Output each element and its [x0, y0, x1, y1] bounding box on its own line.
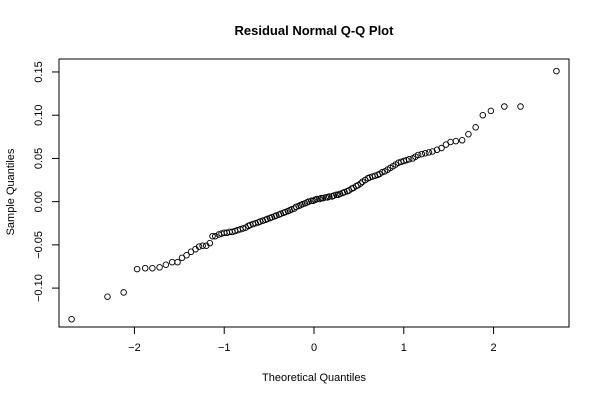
qq-point: [371, 172, 379, 179]
x-tick-label: 2: [491, 342, 497, 354]
qq-point: [120, 289, 127, 296]
qq-point: [317, 194, 325, 202]
qq-point: [405, 156, 413, 163]
qq-point: [414, 151, 422, 159]
qq-point: [517, 103, 524, 110]
qq-point: [341, 188, 348, 196]
qq-point: [299, 200, 306, 208]
qq-point: [403, 156, 410, 164]
x-tick-label: 1: [401, 342, 407, 354]
qq-point: [209, 232, 216, 240]
y-tick-label: −0.10: [33, 274, 45, 302]
x-axis: −2 −1 0 1 2: [128, 326, 497, 354]
qq-point: [206, 239, 214, 247]
qq-point: [447, 138, 454, 146]
qq-point: [264, 215, 271, 223]
qq-point: [425, 149, 433, 156]
qq-point: [259, 217, 267, 224]
qq-point: [438, 144, 445, 152]
qq-point: [282, 208, 289, 216]
qq-point: [313, 195, 320, 203]
qq-point: [479, 111, 487, 119]
qq-point: [458, 137, 466, 144]
qq-point: [292, 203, 300, 211]
qq-point: [273, 212, 280, 219]
qq-point: [239, 225, 247, 232]
qq-point: [326, 193, 333, 200]
qq-point: [378, 169, 386, 176]
qq-point: [252, 220, 259, 227]
qq-point: [133, 265, 141, 273]
y-tick-label: 0.00: [33, 191, 45, 212]
qq-point: [68, 315, 75, 323]
qq-point: [487, 107, 495, 115]
y-tick-label: 0.05: [33, 148, 45, 169]
x-tick-label: −1: [218, 342, 231, 354]
qq-point: [141, 264, 149, 272]
qq-point: [553, 67, 560, 75]
qq-point: [429, 148, 436, 155]
qq-point: [305, 198, 312, 205]
qq-point: [174, 258, 181, 266]
data-points: [68, 67, 560, 323]
qq-point: [330, 192, 338, 199]
qq-point: [211, 232, 219, 240]
qq-point: [357, 180, 364, 187]
qq-point: [452, 137, 460, 145]
qq-point: [501, 103, 508, 110]
qq-point: [199, 242, 206, 249]
qq-point: [162, 261, 170, 269]
qq-point: [104, 293, 111, 300]
qq-point: [465, 130, 472, 138]
qq-point: [277, 210, 285, 217]
y-tick-label: 0.15: [33, 61, 45, 82]
qq-point: [336, 190, 344, 198]
qq-point: [433, 146, 441, 154]
qq-point: [418, 150, 425, 158]
qq-point: [168, 258, 176, 266]
qq-point: [268, 213, 276, 221]
y-axis-label: Sample Quantiles: [5, 148, 17, 235]
qq-point: [149, 264, 156, 272]
qq-point: [156, 264, 163, 271]
qq-point: [183, 251, 190, 259]
x-tick-label: −2: [128, 342, 141, 354]
qq-point: [322, 194, 329, 201]
y-tick-label: 0.10: [33, 104, 45, 125]
x-axis-label: Theoretical Quantiles: [262, 372, 366, 384]
y-axis: −0.10 −0.05 0.00 0.05 0.10 0.15: [33, 61, 60, 302]
qq-point: [195, 243, 203, 250]
qq-point: [333, 191, 340, 198]
qq-point: [422, 149, 429, 157]
chart-title: Residual Normal Q-Q Plot: [235, 23, 395, 38]
y-tick-label: −0.05: [33, 231, 45, 259]
plot-frame: [58, 58, 570, 328]
qq-point: [319, 194, 327, 202]
x-tick-label: 0: [311, 342, 317, 354]
qq-point: [472, 124, 479, 131]
